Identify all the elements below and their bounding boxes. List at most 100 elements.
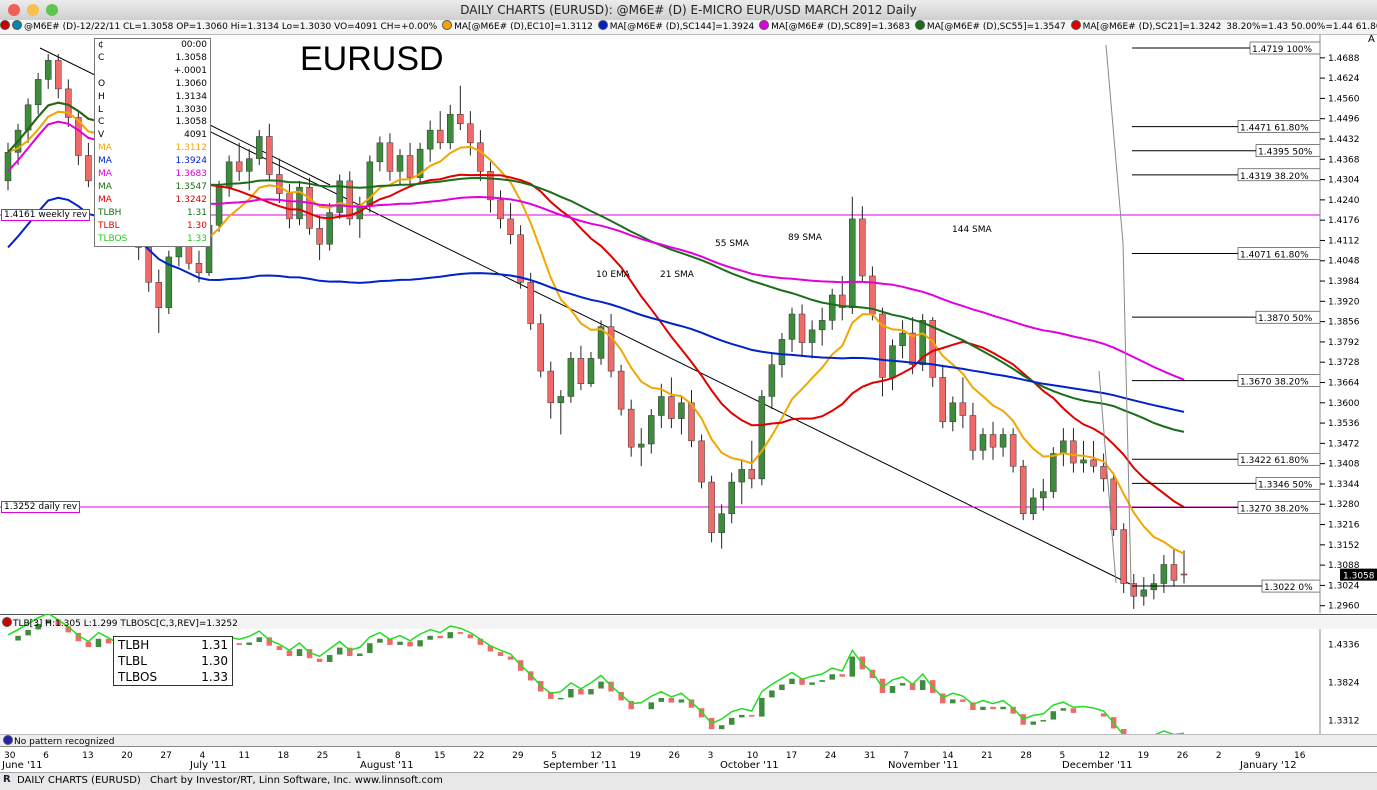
candle[interactable] xyxy=(547,370,555,404)
candle[interactable] xyxy=(4,152,12,182)
candle[interactable] xyxy=(256,136,263,159)
candle[interactable] xyxy=(688,402,695,442)
candle[interactable] xyxy=(768,364,776,397)
candle[interactable] xyxy=(276,174,283,194)
candle[interactable] xyxy=(477,142,484,172)
candle[interactable] xyxy=(235,161,243,172)
candle[interactable] xyxy=(587,358,595,385)
candle[interactable] xyxy=(728,481,735,515)
candle[interactable] xyxy=(1019,465,1027,515)
candle[interactable] xyxy=(567,358,575,397)
candle[interactable] xyxy=(527,282,534,324)
candle[interactable] xyxy=(306,186,313,229)
tlb-dot-icon[interactable] xyxy=(2,617,12,627)
candle[interactable] xyxy=(44,60,52,80)
series-color-dot-icon[interactable] xyxy=(12,20,22,30)
sma55-dot-icon[interactable] xyxy=(914,20,925,30)
candle[interactable] xyxy=(959,402,967,416)
candle[interactable] xyxy=(919,320,926,365)
candle[interactable] xyxy=(406,155,414,178)
candle[interactable] xyxy=(155,282,163,308)
candle[interactable] xyxy=(748,469,756,480)
candle[interactable] xyxy=(989,434,997,448)
candle[interactable] xyxy=(1090,459,1097,467)
candle[interactable] xyxy=(818,320,826,331)
candle[interactable] xyxy=(165,256,173,308)
candle[interactable] xyxy=(929,320,936,378)
candle[interactable] xyxy=(708,481,715,534)
candle[interactable] xyxy=(949,402,957,423)
sma144-line[interactable] xyxy=(7,196,1185,413)
candle[interactable] xyxy=(577,358,585,385)
candle[interactable] xyxy=(999,434,1007,448)
candle[interactable] xyxy=(1170,564,1178,581)
candle[interactable] xyxy=(396,155,404,172)
candle[interactable] xyxy=(658,396,665,416)
candle[interactable] xyxy=(346,180,353,220)
candle[interactable] xyxy=(457,114,464,125)
candle[interactable] xyxy=(969,415,977,451)
candle[interactable] xyxy=(718,513,725,534)
candle[interactable] xyxy=(336,180,343,213)
candle[interactable] xyxy=(1040,491,1047,499)
candle[interactable] xyxy=(447,114,454,144)
candle[interactable] xyxy=(607,326,615,372)
date-axis[interactable]: 30 6 13 20 27 4 11 18 25 1 8 15 22 29 5 12 19 26 3 10 17 24 31… xyxy=(0,746,1377,773)
candle[interactable] xyxy=(1140,589,1148,597)
candle[interactable] xyxy=(1060,440,1067,454)
candle[interactable] xyxy=(698,440,705,483)
candle[interactable] xyxy=(849,218,856,308)
candle[interactable] xyxy=(517,234,524,283)
candle[interactable] xyxy=(668,396,675,419)
candle[interactable] xyxy=(416,148,424,178)
candle[interactable] xyxy=(316,228,323,245)
candle[interactable] xyxy=(778,339,786,365)
candle[interactable] xyxy=(1160,564,1168,584)
candle[interactable] xyxy=(85,155,92,182)
candle[interactable] xyxy=(195,263,203,274)
candle[interactable] xyxy=(808,329,816,343)
candle[interactable] xyxy=(637,443,645,448)
candle[interactable] xyxy=(648,415,655,445)
sma21-dot-icon[interactable] xyxy=(1070,20,1081,30)
candle[interactable] xyxy=(436,129,444,144)
ema10-dot-icon[interactable] xyxy=(442,20,453,30)
candle[interactable] xyxy=(1100,465,1107,480)
candle[interactable] xyxy=(1009,434,1017,467)
candle[interactable] xyxy=(678,402,685,419)
candle[interactable] xyxy=(426,129,434,150)
candle[interactable] xyxy=(376,142,384,163)
candle[interactable] xyxy=(627,408,635,448)
candle[interactable] xyxy=(798,313,806,343)
candle[interactable] xyxy=(296,186,303,220)
sma144-dot-icon[interactable] xyxy=(597,20,608,30)
minimize-window-button[interactable] xyxy=(27,4,39,16)
candle[interactable] xyxy=(557,396,565,404)
candle[interactable] xyxy=(828,294,836,321)
candle[interactable] xyxy=(1050,453,1057,492)
trendline[interactable] xyxy=(39,47,1131,585)
candle[interactable] xyxy=(1070,440,1077,464)
close-window-button[interactable] xyxy=(8,4,20,16)
candle[interactable] xyxy=(939,377,947,423)
candle[interactable] xyxy=(1080,459,1087,464)
sma89-dot-icon[interactable] xyxy=(759,20,770,30)
candle[interactable] xyxy=(245,158,253,172)
candle[interactable] xyxy=(899,332,906,346)
candle[interactable] xyxy=(75,117,82,156)
candle[interactable] xyxy=(1110,478,1117,530)
price-series-dot-icon[interactable] xyxy=(0,20,10,30)
candle[interactable] xyxy=(55,60,62,90)
candle[interactable] xyxy=(145,247,152,283)
candle[interactable] xyxy=(909,332,916,365)
price-chart[interactable]: 1.4719 100% 1.4471 61.80% 1.4395 50% 1.4319… xyxy=(0,35,1377,613)
candle[interactable] xyxy=(738,469,745,483)
candle[interactable] xyxy=(1120,529,1127,584)
candle[interactable] xyxy=(859,218,866,277)
candle[interactable] xyxy=(386,142,394,172)
candle[interactable] xyxy=(758,396,766,480)
candle[interactable] xyxy=(1180,573,1188,576)
candle[interactable] xyxy=(788,313,796,340)
zoom-window-button[interactable] xyxy=(46,4,58,16)
candle[interactable] xyxy=(497,199,504,220)
